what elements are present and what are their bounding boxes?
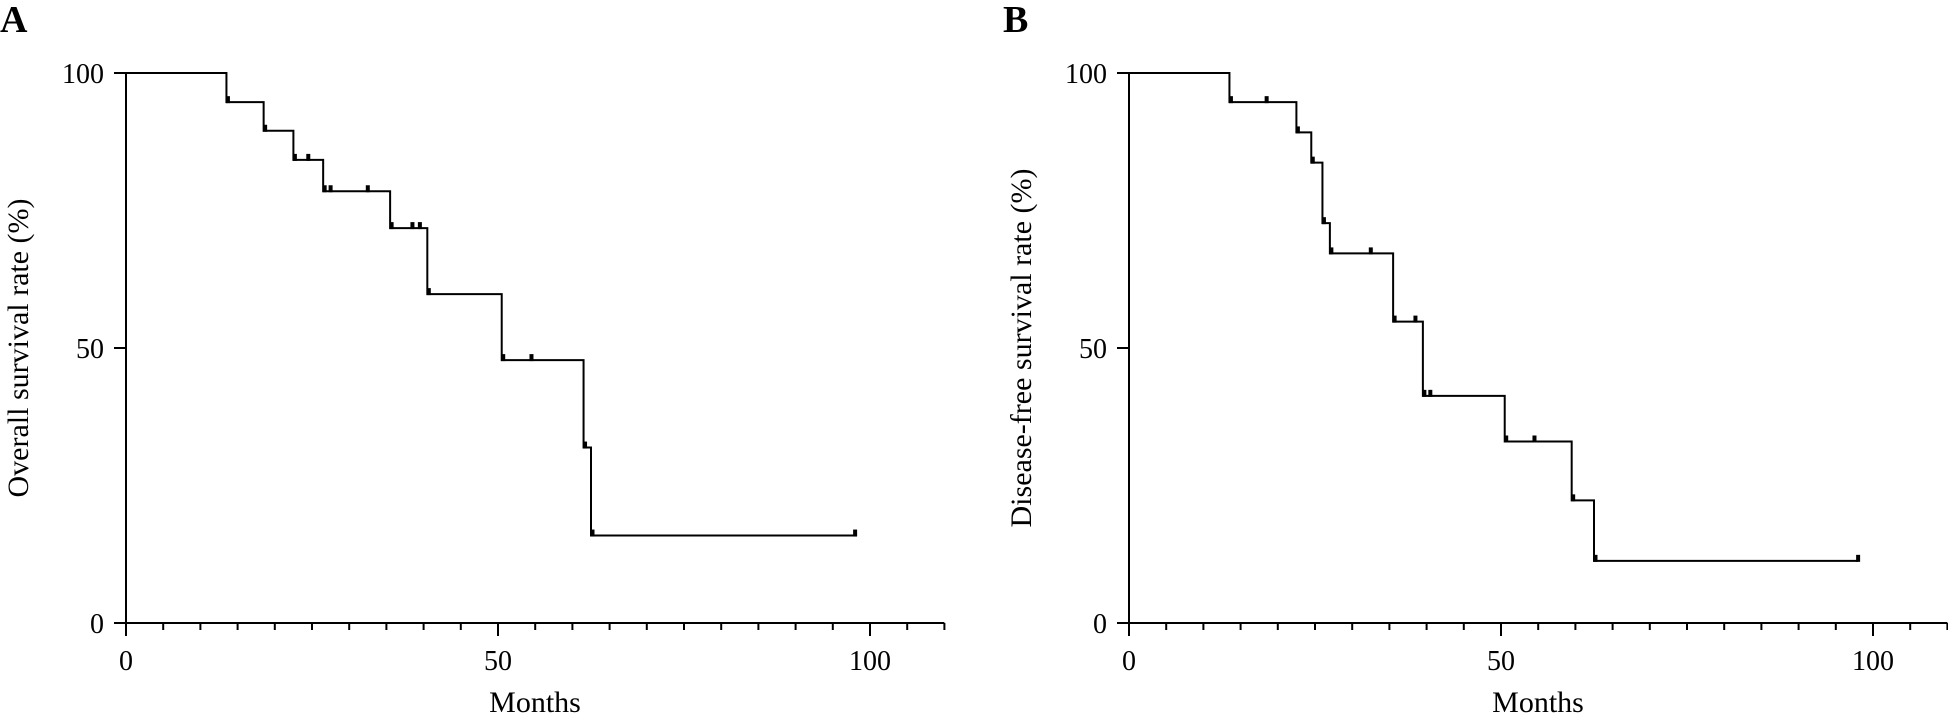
y-tick-label: 0: [1093, 609, 1107, 640]
survival-curve: [126, 72, 856, 537]
y-tick-label: 100: [62, 59, 104, 90]
x-tick-label: 100: [1852, 646, 1894, 677]
y-axis-title: Overall survival rate (%): [2, 198, 35, 497]
y-tick-label: 100: [1065, 59, 1107, 90]
panel-b-disease-free-survival: B 0 50 100 0 50 100 Months Disease-free survival…: [1003, 0, 1948, 713]
x-axis-title: Months: [1492, 686, 1584, 713]
x-tick-label: 50: [484, 646, 512, 677]
panel-letter: A: [0, 0, 28, 41]
x-tick-label: 0: [1122, 646, 1136, 677]
y-tick-label: 50: [76, 334, 104, 365]
y-axis-title: Disease-free survival rate (%): [1005, 169, 1038, 528]
x-tick-label: 0: [119, 646, 133, 677]
panel-a-overall-survival: A 0 50 100 0 50 100 Months Overall survival rate…: [0, 0, 946, 713]
x-tick-label: 100: [849, 646, 891, 677]
survival-curve: [1129, 72, 1859, 562]
y-tick-label: 50: [1079, 334, 1107, 365]
x-axis-title: Months: [489, 686, 581, 713]
x-tick-label: 50: [1487, 646, 1515, 677]
y-tick-label: 0: [90, 609, 104, 640]
panel-letter: B: [1003, 0, 1028, 41]
